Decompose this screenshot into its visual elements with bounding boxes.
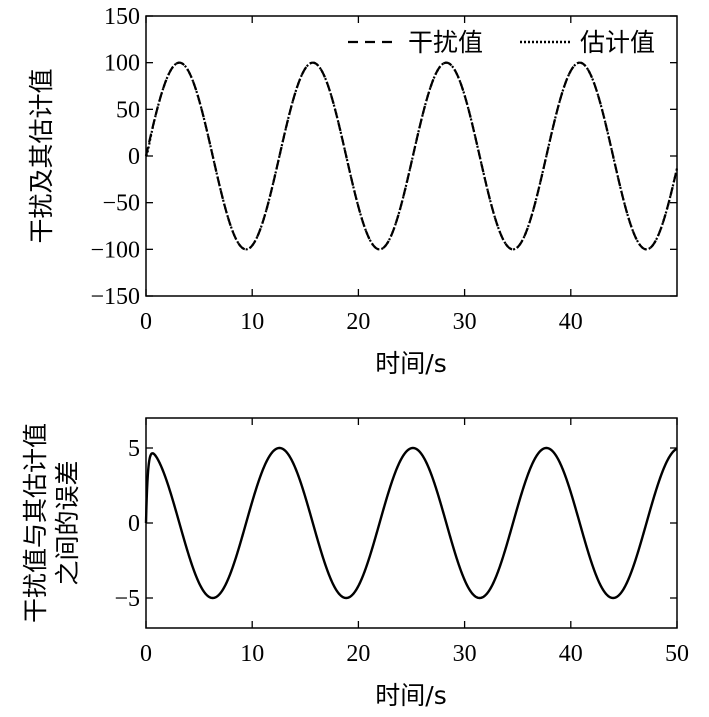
bottom-y-tick-label: 5 (128, 436, 140, 462)
top-legend: 干扰值 估计值 (348, 28, 655, 57)
bottom-x-tick-label: 0 (140, 641, 152, 667)
top-y-tick-label: −100 (90, 237, 140, 263)
top-y-axis-label: 干扰及其估计值 (27, 68, 56, 243)
top-y-tick-label: 100 (104, 51, 140, 77)
bottom-x-tick-label: 50 (665, 641, 689, 667)
top-x-tick-label: 0 (140, 309, 152, 335)
bottom-plot-frame (145, 417, 678, 629)
legend-label-estimate: 估计值 (580, 28, 655, 57)
bottom-x-tick-label: 10 (240, 641, 264, 667)
bottom-y-tick-label: 0 (128, 511, 140, 537)
top-x-tick-label: 40 (559, 309, 583, 335)
bottom-y-tick-label: −5 (114, 586, 140, 612)
bottom-y-axis-label-line1: 干扰值与其估计值 (21, 423, 50, 623)
top-plot-frame (145, 15, 678, 297)
top-y-ticks: 150 100 50 0 −50 −100 −150 (90, 4, 677, 310)
bottom-y-ticks: 5 0 −5 (114, 436, 677, 612)
top-y-tick-label: 150 (104, 4, 140, 30)
bottom-y-axis-label-line2: 之间的误差 (53, 460, 82, 585)
top-y-tick-label: −150 (90, 284, 140, 310)
series-error-line (144, 446, 678, 600)
legend-label-disturbance: 干扰值 (408, 28, 483, 57)
series-estimate-line (145, 61, 679, 251)
bottom-series-group (144, 446, 678, 600)
top-x-tick-label: 20 (346, 309, 370, 335)
chart-top: 150 100 50 0 −50 −100 −150 0 10 20 30 40 干扰值 估计值 时… (27, 4, 679, 378)
top-x-tick-label: 30 (453, 309, 477, 335)
top-y-tick-label: −50 (102, 191, 140, 217)
top-x-ticks: 0 10 20 30 40 (140, 16, 583, 335)
top-x-axis-label: 时间/s (375, 349, 446, 378)
bottom-x-tick-label: 40 (559, 641, 583, 667)
bottom-x-tick-label: 30 (453, 641, 477, 667)
bottom-x-ticks: 0 10 20 30 40 50 (140, 418, 689, 667)
top-y-tick-label: 0 (128, 144, 140, 170)
bottom-x-axis-label: 时间/s (375, 681, 446, 710)
top-series-group (144, 61, 679, 251)
top-x-tick-label: 10 (240, 309, 264, 335)
chart-bottom: 50−5 0 10 20 30 40 50 时间/s 干扰值与其估计值 之间的误差 (21, 417, 689, 710)
top-y-tick-label: 50 (116, 97, 140, 123)
bottom-x-tick-label: 20 (346, 641, 370, 667)
